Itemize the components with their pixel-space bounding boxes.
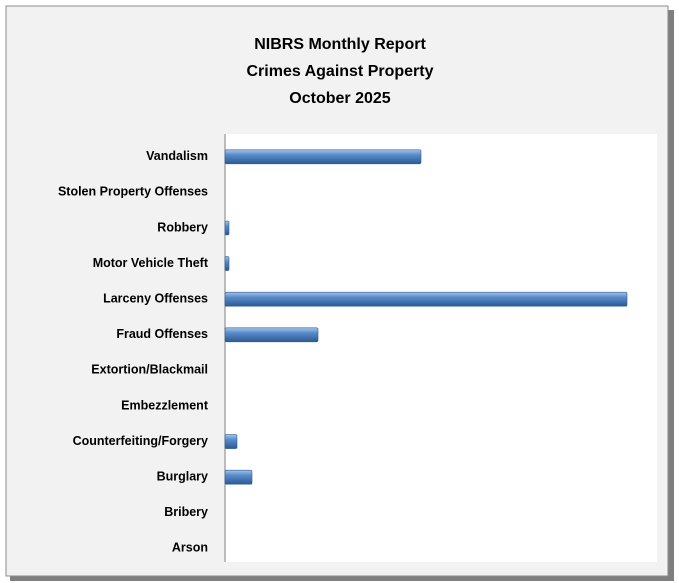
chart-title: Crimes Against Property — [246, 63, 433, 80]
y-tick-label: Stolen Property Offenses — [58, 185, 208, 199]
y-tick-label: Burglary — [157, 469, 208, 483]
y-tick-label: Bribery — [164, 505, 208, 519]
y-tick-label: Arson — [172, 541, 208, 555]
bar — [224, 220, 230, 236]
y-tick-label: Vandalism — [146, 149, 208, 163]
y-tick-label: Extortion/Blackmail — [91, 363, 208, 377]
y-tick-label: Motor Vehicle Theft — [93, 256, 209, 270]
bar — [224, 327, 319, 343]
bar — [224, 434, 238, 449]
y-tick-label: Larceny Offenses — [103, 291, 208, 305]
bar — [224, 256, 230, 271]
y-tick-label: Embezzlement — [121, 398, 209, 412]
chart-title: NIBRS Monthly Report — [254, 36, 426, 53]
y-tick-label: Robbery — [157, 220, 208, 234]
bar — [224, 469, 253, 485]
y-tick-label: Counterfeiting/Forgery — [73, 434, 208, 448]
y-tick-label: Fraud Offenses — [116, 327, 208, 341]
bar — [224, 149, 422, 165]
chart-title: October 2025 — [289, 90, 390, 107]
bar — [224, 291, 628, 307]
plot-area — [225, 134, 657, 562]
